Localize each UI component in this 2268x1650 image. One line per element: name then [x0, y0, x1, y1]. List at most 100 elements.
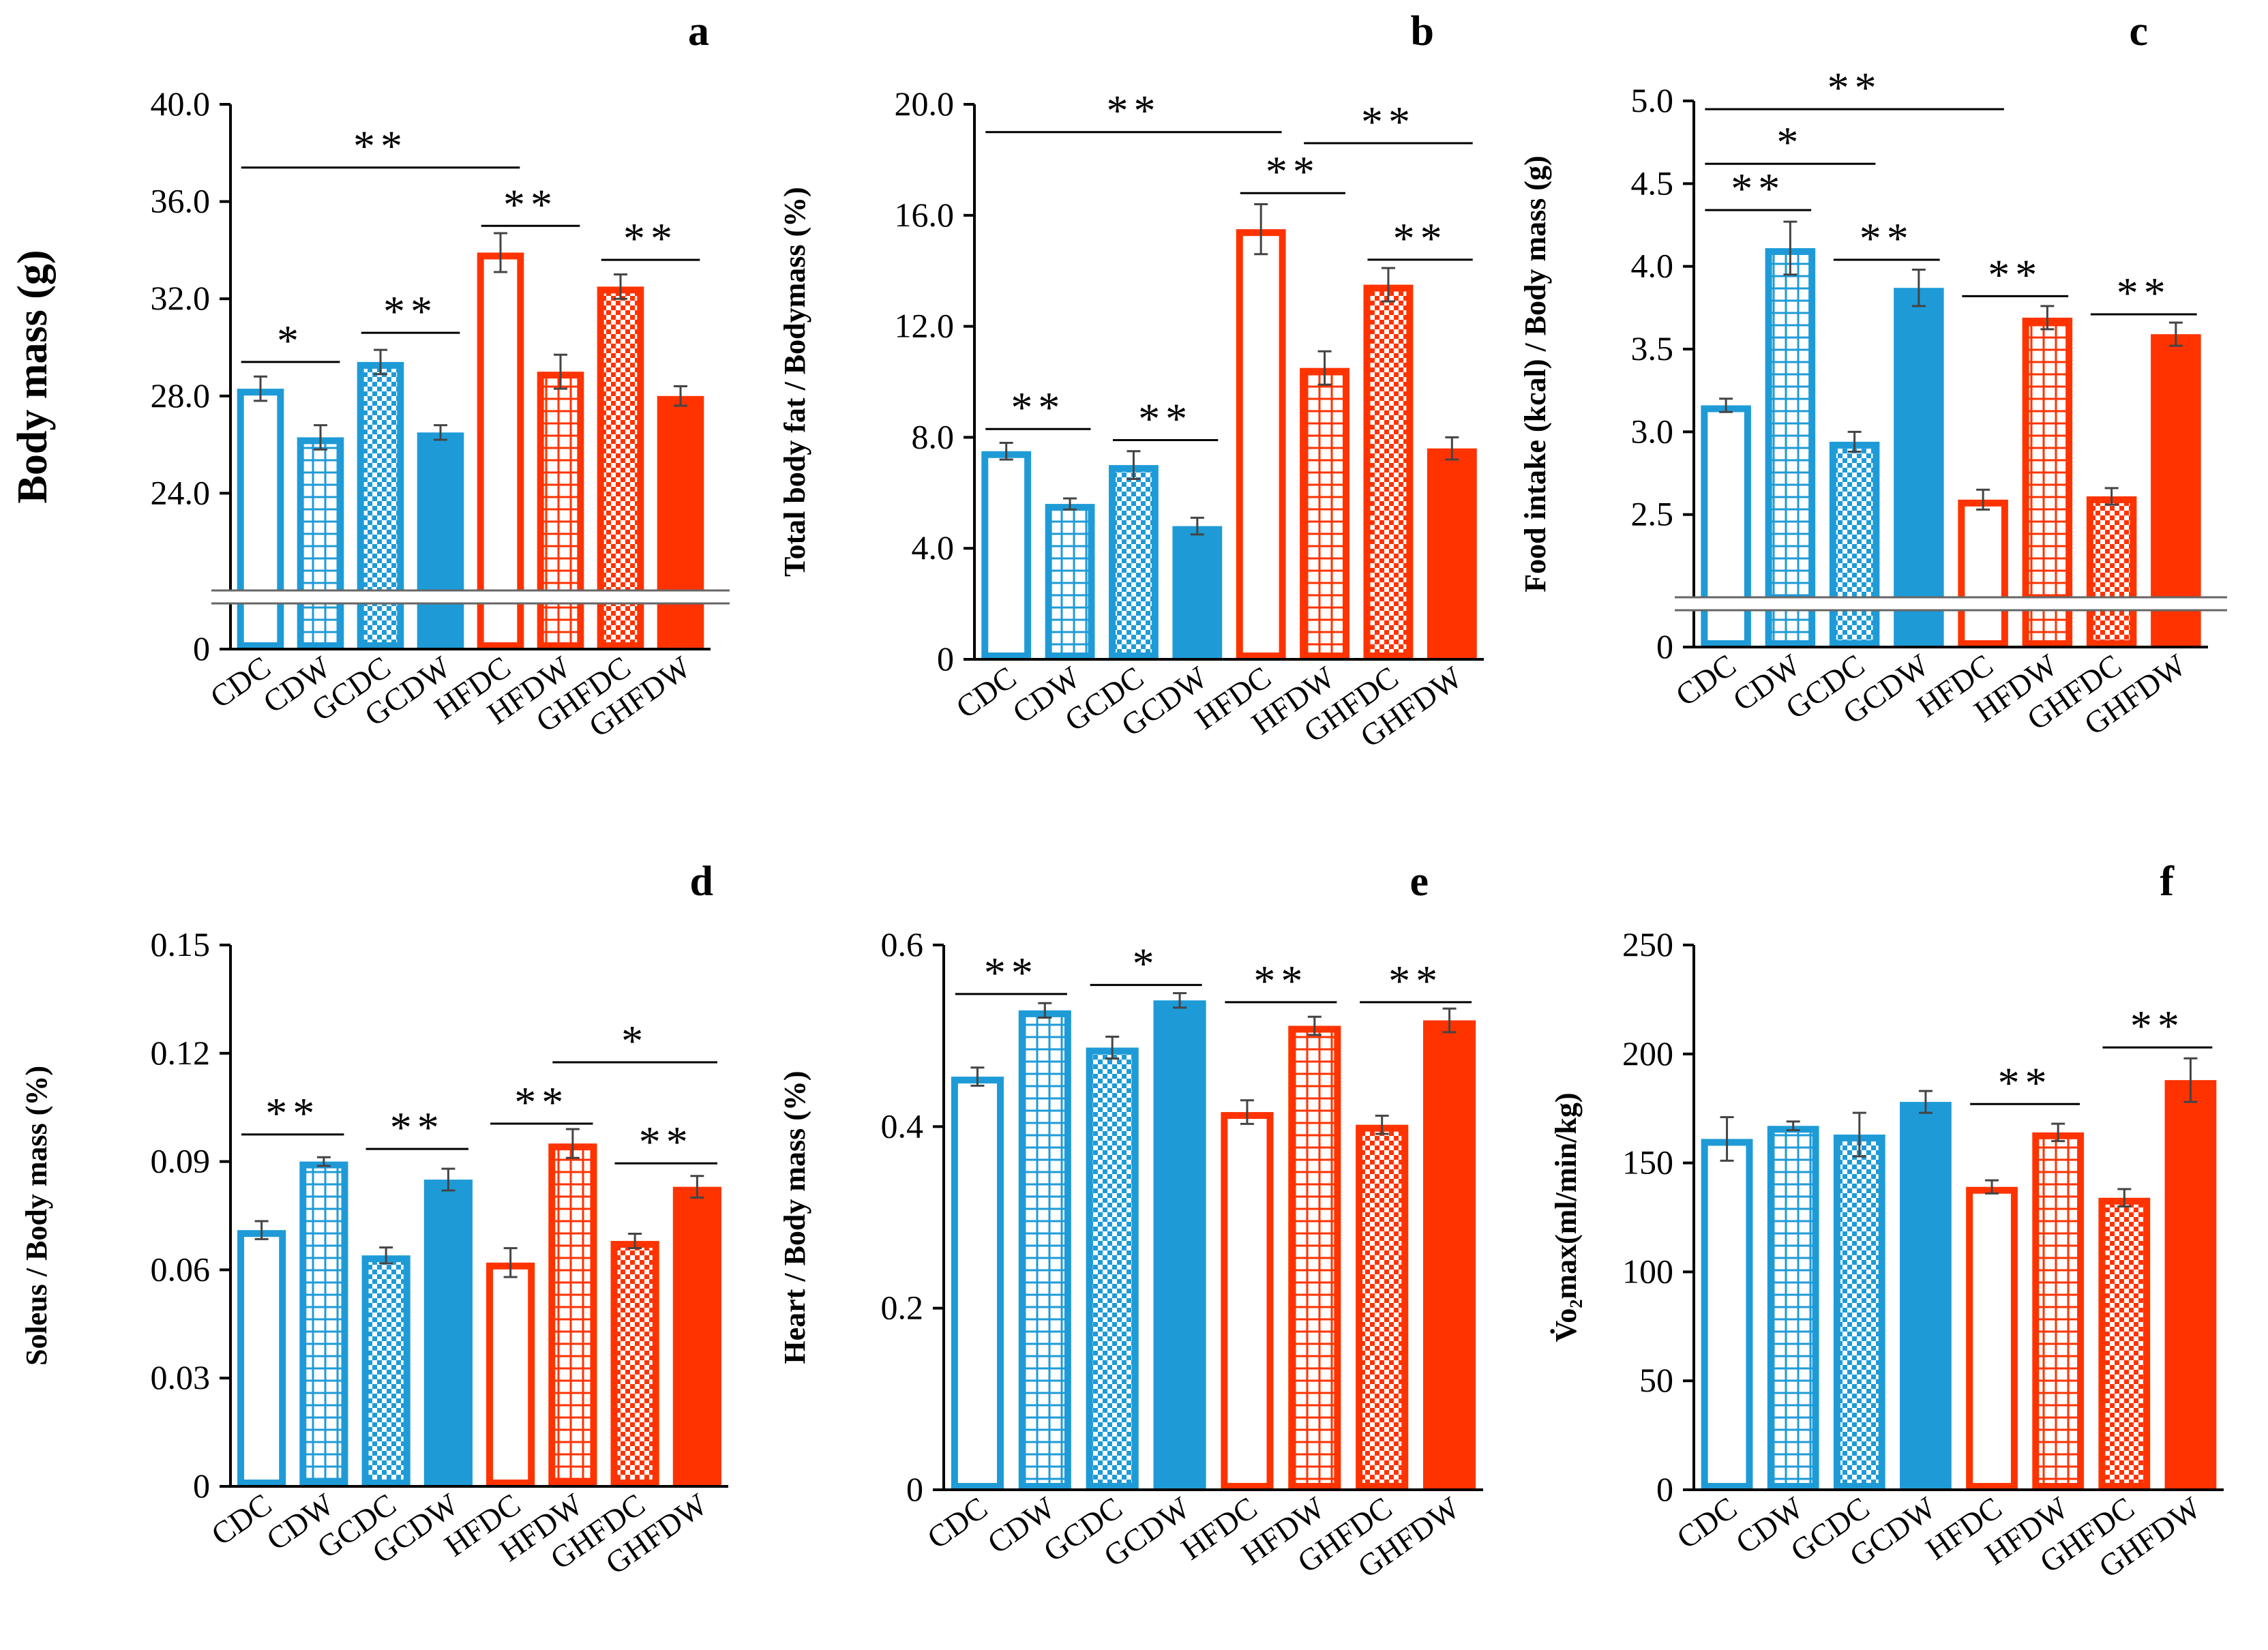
chart-panel-c: 5.04.54.03.53.02.50CDCCDWGCDCGCDWHFDCHFD… — [1519, 8, 2227, 742]
y-axis-label: V̇o₂max(ml/min/kg) — [1549, 1092, 1583, 1342]
error-bar — [1976, 488, 1990, 511]
bar-hfdw — [1300, 368, 1349, 660]
significance-label: ** — [383, 287, 438, 335]
significance-label: ** — [390, 1103, 445, 1152]
chart-panel-e: 0.60.40.20CDCCDWGCDCGCDWHFDCHFDWGHFDCGHF… — [778, 858, 1483, 1585]
error-bar — [2040, 305, 2055, 331]
bar-hfdc — [1236, 229, 1286, 659]
error-bar — [2183, 1057, 2198, 1103]
chart-panel-b: 20.016.012.08.04.00CDCCDWGCDCGCDWHFDCHFD… — [778, 8, 1484, 754]
significance-label: ** — [265, 1089, 320, 1137]
bar-hfdc — [1958, 499, 2008, 647]
error-bar — [1911, 269, 1926, 308]
significance-label: ** — [1860, 214, 1914, 262]
panel-label: a — [688, 8, 709, 55]
error-bar — [2117, 1188, 2132, 1208]
significance-label: * — [621, 1017, 648, 1065]
significance-label: ** — [514, 1078, 569, 1126]
significance-label: * — [1776, 118, 1804, 166]
bar-gcdw — [1900, 1102, 1952, 1490]
error-bar — [503, 1247, 518, 1278]
y-tick-label: 36.0 — [151, 182, 211, 220]
bar-cdw — [1767, 1126, 1819, 1490]
x-tick-label: CDC — [950, 659, 1023, 725]
error-bar — [614, 273, 627, 300]
significance-label: ** — [1731, 164, 1785, 213]
y-tick-label: 12.0 — [895, 307, 955, 345]
error-bar — [1918, 1090, 1933, 1114]
error-bar — [1190, 516, 1204, 536]
bar-cdc — [1701, 1139, 1753, 1490]
y-tick-label: 0 — [193, 1467, 210, 1505]
bar-cdw — [1765, 247, 1816, 647]
panel-label: c — [2129, 8, 2148, 55]
bar-ghfdw — [2164, 1080, 2217, 1490]
y-tick-label: 32.0 — [151, 279, 211, 317]
bar-cdc — [951, 1077, 1004, 1490]
error-bar — [379, 1246, 393, 1265]
error-bar — [1375, 1114, 1389, 1135]
significance-label: ** — [1827, 63, 1882, 112]
bar-ghfdw — [1423, 1020, 1476, 1490]
bar-cdw — [1045, 504, 1095, 660]
error-bar — [970, 1066, 985, 1087]
y-tick-label: 28.0 — [151, 376, 211, 415]
significance-label: ** — [2130, 1002, 2185, 1050]
y-tick-label: 8.0 — [912, 417, 955, 455]
y-tick-label: 16.0 — [895, 196, 955, 234]
error-bar — [674, 385, 687, 407]
bar-hfdw — [1288, 1025, 1341, 1490]
y-axis-label: Food intake (kcal) / Body mass (g) — [1519, 155, 1552, 592]
y-tick-label: 5.0 — [1631, 81, 1674, 119]
bar-gcdc — [1829, 441, 1880, 647]
bar-cdw — [299, 1161, 348, 1486]
bar-cdc — [237, 389, 284, 649]
bar-gcdw — [417, 432, 464, 650]
y-tick-label: 0.03 — [151, 1358, 211, 1396]
error-bar — [441, 1167, 456, 1192]
error-bar — [2104, 487, 2119, 506]
significance-label: ** — [639, 1118, 693, 1166]
chart-panel-d: 0.150.120.090.060.030CDCCDWGCDCGCDWHFDCH… — [20, 858, 728, 1581]
bar-cdw — [1018, 1010, 1071, 1490]
y-axis-label: Total body fat / Bodymass (%) — [778, 187, 811, 577]
error-bar — [2051, 1122, 2065, 1143]
bar-gcdw — [1153, 1000, 1206, 1490]
error-bar — [1038, 1002, 1052, 1019]
bar-hfdc — [477, 252, 524, 649]
error-bar — [434, 424, 447, 441]
error-bar — [1381, 267, 1395, 303]
bar-gcdw — [1172, 526, 1223, 660]
significance-label: ** — [1138, 394, 1193, 442]
y-tick-label: 0 — [1656, 627, 1673, 665]
bar-hfdw — [2032, 1132, 2085, 1490]
bar-cdw — [297, 437, 344, 650]
chart-panel-f: 250200150100500CDCCDWGCDCGCDWHFDCHFDWGHF… — [1549, 858, 2224, 1585]
y-tick-label: 0.06 — [151, 1250, 211, 1288]
bar-gcdw — [1894, 288, 1944, 648]
significance-label: ** — [1011, 383, 1065, 432]
y-tick-label: 0 — [937, 640, 954, 678]
y-axis-label: Heart / Body mass (%) — [778, 1070, 811, 1364]
bar-hfdc — [1221, 1112, 1274, 1490]
error-bar — [374, 348, 387, 376]
error-bar — [1173, 992, 1187, 1009]
error-bar — [1307, 1015, 1322, 1036]
significance-label: ** — [1998, 1058, 2053, 1107]
x-tick-label: CDC — [1669, 647, 1742, 712]
error-bar — [1786, 1120, 1800, 1132]
bar-gcdc — [1109, 465, 1159, 659]
bar-gcdc — [1833, 1135, 1885, 1490]
error-bar — [1720, 1115, 1734, 1162]
error-bar — [1442, 1007, 1457, 1034]
x-tick-label: CDC — [205, 1486, 278, 1552]
y-tick-label: 0.09 — [151, 1142, 211, 1180]
error-bar — [1783, 220, 1797, 276]
y-tick-label: 0.4 — [881, 1107, 924, 1145]
y-tick-label: 0.6 — [881, 925, 924, 963]
error-bar — [254, 1220, 269, 1240]
error-bar — [565, 1128, 580, 1159]
error-bar — [316, 1156, 331, 1167]
error-bar — [1985, 1179, 1999, 1195]
error-bar — [690, 1175, 704, 1199]
